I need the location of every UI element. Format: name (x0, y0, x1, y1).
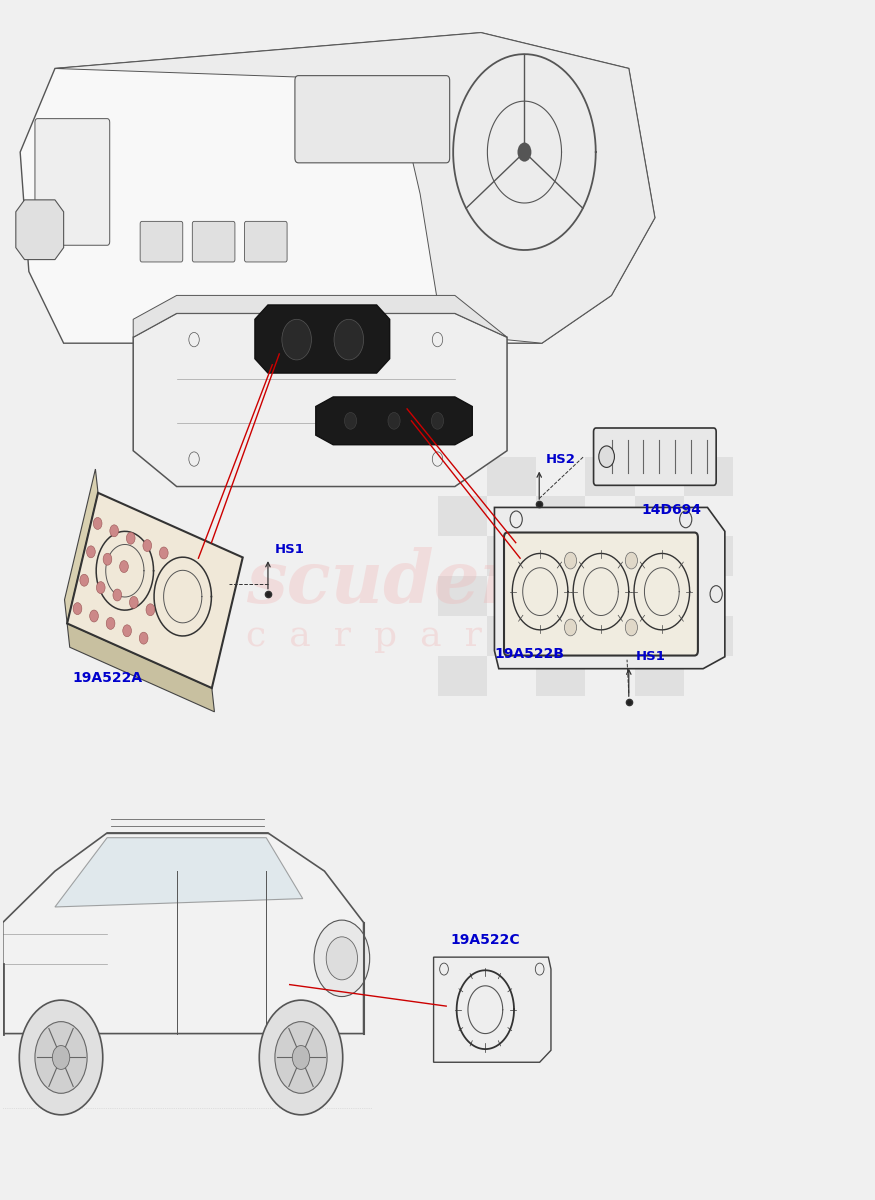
Text: 19A522C: 19A522C (451, 934, 520, 948)
Circle shape (564, 552, 577, 569)
Circle shape (388, 413, 400, 430)
Circle shape (517, 143, 531, 162)
Polygon shape (434, 958, 551, 1062)
Bar (585, 536, 634, 576)
Bar (634, 497, 684, 536)
Bar (634, 576, 684, 616)
Circle shape (282, 319, 312, 360)
Text: HS2: HS2 (546, 454, 576, 467)
Bar (487, 616, 536, 655)
Polygon shape (133, 295, 507, 337)
Polygon shape (55, 32, 654, 343)
Circle shape (74, 602, 82, 614)
Circle shape (123, 625, 131, 637)
Polygon shape (316, 397, 472, 445)
Bar (536, 497, 585, 536)
Circle shape (159, 547, 168, 559)
Circle shape (143, 540, 151, 552)
Circle shape (626, 619, 638, 636)
Circle shape (113, 589, 122, 601)
Circle shape (94, 517, 102, 529)
Circle shape (103, 553, 112, 565)
Circle shape (275, 1021, 327, 1093)
FancyBboxPatch shape (295, 76, 450, 163)
Text: 19A522B: 19A522B (494, 647, 564, 661)
Circle shape (626, 552, 638, 569)
Circle shape (146, 604, 155, 616)
Text: 19A522A: 19A522A (73, 671, 143, 685)
Polygon shape (3, 833, 364, 1033)
Circle shape (19, 1000, 102, 1115)
Circle shape (89, 610, 98, 622)
Circle shape (96, 582, 105, 594)
Text: c  a  r  p  a  r  t  s: c a r p a r t s (246, 619, 561, 653)
Circle shape (259, 1000, 343, 1115)
Circle shape (110, 524, 118, 536)
Polygon shape (494, 508, 724, 668)
Circle shape (314, 920, 369, 996)
Circle shape (598, 446, 614, 468)
Bar (487, 457, 536, 497)
FancyBboxPatch shape (593, 428, 716, 485)
Polygon shape (255, 305, 389, 373)
Bar (536, 655, 585, 696)
Bar (684, 457, 733, 497)
Text: HS1: HS1 (636, 650, 666, 664)
Bar (438, 655, 487, 696)
Bar (487, 536, 536, 576)
Circle shape (139, 632, 148, 644)
Circle shape (35, 1021, 88, 1093)
Polygon shape (133, 313, 507, 486)
FancyBboxPatch shape (35, 119, 109, 245)
Polygon shape (67, 624, 214, 712)
Circle shape (52, 1045, 70, 1069)
Circle shape (345, 413, 357, 430)
Bar (634, 655, 684, 696)
Circle shape (106, 618, 115, 629)
Polygon shape (16, 200, 64, 259)
Text: HS1: HS1 (275, 542, 304, 556)
FancyBboxPatch shape (504, 533, 698, 655)
Circle shape (326, 937, 358, 980)
Circle shape (80, 575, 88, 587)
Circle shape (334, 319, 364, 360)
FancyBboxPatch shape (140, 221, 183, 262)
Circle shape (126, 533, 135, 544)
FancyBboxPatch shape (192, 221, 234, 262)
Polygon shape (65, 469, 98, 624)
Text: scuderia: scuderia (246, 546, 592, 618)
Circle shape (130, 596, 138, 608)
Text: 14D694: 14D694 (642, 504, 702, 517)
Bar (585, 616, 634, 655)
FancyBboxPatch shape (244, 221, 287, 262)
Bar (438, 497, 487, 536)
Circle shape (120, 560, 129, 572)
Circle shape (431, 413, 444, 430)
Bar (536, 576, 585, 616)
Circle shape (292, 1045, 310, 1069)
Bar (438, 576, 487, 616)
Bar (684, 616, 733, 655)
Bar (684, 536, 733, 576)
Polygon shape (67, 493, 242, 688)
Polygon shape (20, 32, 654, 343)
Bar (585, 457, 634, 497)
Polygon shape (55, 838, 303, 907)
Circle shape (87, 546, 95, 558)
Circle shape (564, 619, 577, 636)
